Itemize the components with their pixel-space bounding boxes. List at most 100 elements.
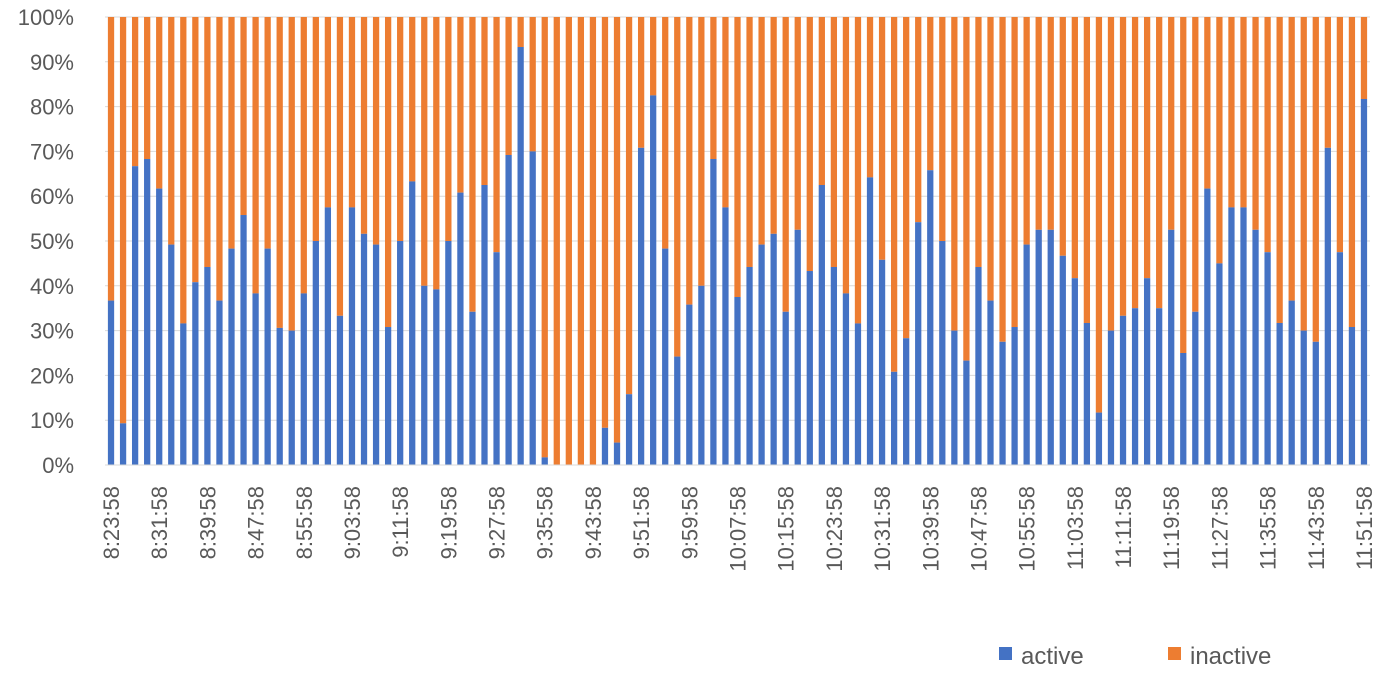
bar-inactive — [1156, 17, 1163, 309]
bars — [107, 17, 1368, 466]
bar-active — [216, 300, 223, 465]
bar-inactive — [915, 17, 922, 223]
bar-inactive — [228, 17, 235, 249]
bar-inactive — [686, 17, 693, 305]
x-tick-label: 8:55:58 — [292, 486, 317, 559]
y-tick-label: 60% — [30, 184, 74, 209]
bar-inactive — [144, 17, 151, 160]
bar-inactive — [288, 17, 295, 331]
bar-inactive — [1095, 17, 1103, 413]
bar-inactive — [577, 17, 585, 465]
bar-active — [866, 177, 874, 465]
bar-inactive — [770, 17, 777, 234]
bar-inactive — [782, 17, 789, 312]
bar-active — [204, 266, 211, 465]
bar-active — [493, 252, 500, 465]
bar-active — [746, 266, 753, 465]
bar-inactive — [168, 17, 175, 245]
bar-active — [529, 151, 536, 465]
bar-inactive — [119, 17, 127, 424]
bar-active — [818, 185, 825, 465]
bar-inactive — [445, 17, 452, 241]
x-tick-label: 9:35:58 — [533, 486, 558, 559]
bar-inactive — [421, 17, 428, 286]
bar-inactive — [1348, 17, 1356, 328]
bar-active — [1312, 341, 1319, 465]
bar-inactive — [481, 17, 488, 185]
y-tick-label: 40% — [30, 274, 74, 299]
bar-active — [662, 248, 669, 465]
bar-inactive — [1216, 17, 1223, 264]
x-tick-label: 9:19:58 — [436, 486, 461, 559]
bar-inactive — [372, 17, 380, 245]
bar-active — [276, 327, 283, 465]
bar-active — [324, 207, 332, 465]
x-tick-label: 9:03:58 — [340, 486, 365, 559]
x-tick-label: 8:39:58 — [195, 486, 220, 559]
bar-inactive — [180, 17, 187, 324]
bar-inactive — [1204, 17, 1211, 189]
bar-active — [1204, 188, 1211, 466]
bar-inactive — [854, 17, 862, 324]
x-tick-label: 8:23:58 — [99, 486, 124, 559]
bar-active — [192, 282, 199, 465]
bar-inactive — [987, 17, 994, 301]
bar-inactive — [276, 17, 283, 328]
x-tick-label: 11:19:58 — [1159, 486, 1184, 570]
bar-inactive — [1240, 17, 1247, 208]
bar-active — [842, 293, 850, 465]
bar-active — [1156, 308, 1163, 465]
bar-active — [348, 207, 356, 465]
x-tick-label: 11:35:58 — [1256, 486, 1281, 570]
bar-inactive — [951, 17, 958, 331]
y-tick-label: 30% — [30, 319, 74, 344]
bar-inactive — [553, 17, 560, 465]
bar-active — [240, 215, 247, 465]
bar-inactive — [794, 17, 801, 230]
bar-inactive — [264, 17, 271, 249]
bar-active — [1143, 278, 1151, 465]
bar-inactive — [1107, 17, 1115, 331]
bar-active — [1083, 322, 1091, 465]
bar-inactive — [1083, 17, 1091, 323]
bar-inactive — [1300, 17, 1307, 331]
bar-inactive — [1360, 17, 1368, 99]
x-tick-label: 9:59:58 — [677, 486, 702, 559]
bar-active — [144, 159, 151, 466]
legend-swatch-active — [999, 647, 1012, 660]
bar-active — [180, 323, 187, 465]
bar-inactive — [1312, 17, 1319, 342]
bar-active — [1360, 98, 1368, 465]
bar-active — [806, 271, 813, 465]
bar-inactive — [252, 17, 259, 294]
bar-inactive — [384, 17, 392, 328]
bar-active — [975, 266, 982, 465]
bar-active — [228, 248, 235, 465]
bar-active — [1107, 330, 1115, 465]
bar-active — [1192, 311, 1199, 465]
bar-active — [300, 293, 307, 465]
bar-active — [1168, 229, 1175, 465]
bar-inactive — [457, 17, 464, 193]
bar-active — [830, 266, 838, 465]
bar-active — [1336, 252, 1344, 465]
bar-inactive — [433, 17, 440, 290]
x-tick-label: 11:51:58 — [1352, 486, 1377, 570]
y-tick-label: 100% — [18, 5, 74, 30]
bar-active — [107, 300, 115, 465]
bar-active — [1035, 229, 1042, 465]
bar-inactive — [216, 17, 223, 301]
bar-inactive — [939, 17, 946, 241]
bar-inactive — [1059, 17, 1066, 256]
bar-active — [1059, 255, 1066, 465]
bar-inactive — [565, 17, 572, 465]
bar-active — [1276, 322, 1283, 465]
bar-active — [782, 311, 789, 465]
bar-inactive — [360, 17, 368, 234]
bar-inactive — [312, 17, 319, 241]
bar-inactive — [300, 17, 307, 294]
bar-active — [360, 233, 368, 465]
bar-inactive — [1035, 17, 1042, 230]
y-tick-label: 70% — [30, 139, 74, 164]
bar-active — [734, 297, 741, 465]
